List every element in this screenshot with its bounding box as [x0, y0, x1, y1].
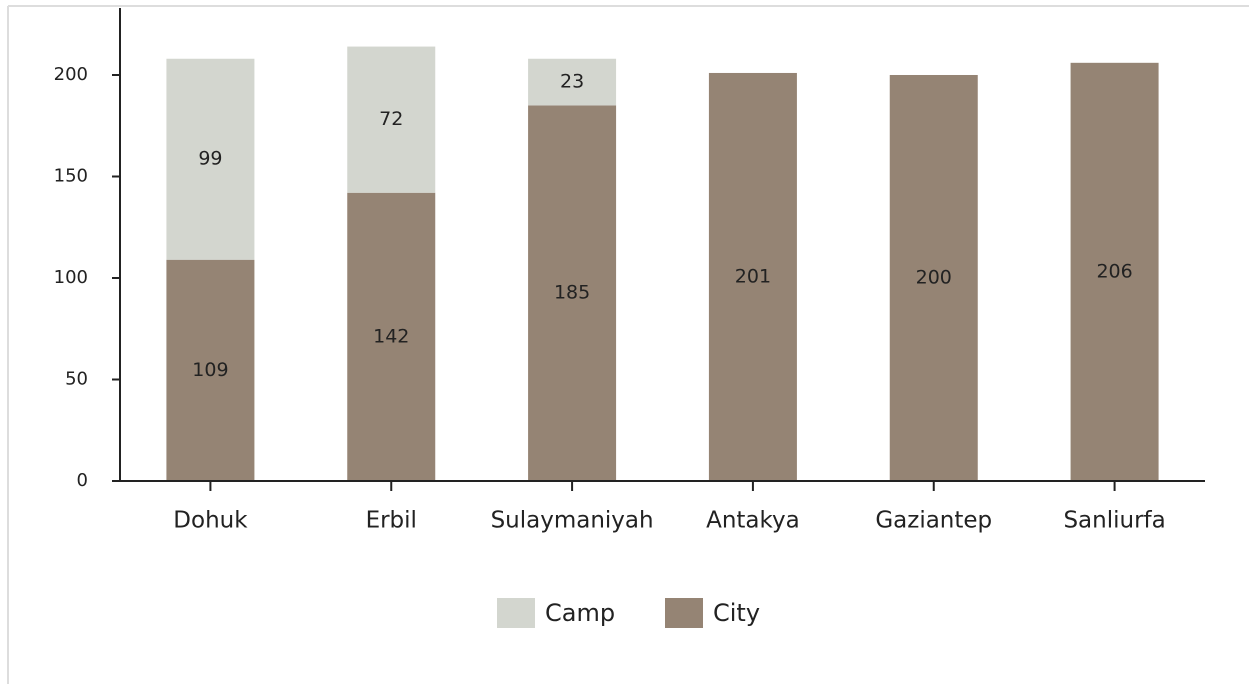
x-tick-label: Sulaymaniyah: [491, 508, 654, 534]
y-tick-label: 100: [54, 267, 88, 288]
bar-segment: [528, 105, 617, 481]
legend-label: City: [713, 599, 760, 627]
data-label: 72: [379, 108, 403, 130]
legend-swatch: [497, 598, 535, 628]
data-label: 99: [198, 148, 222, 170]
bar-segment: [708, 72, 797, 482]
bar-segment: [347, 46, 436, 193]
x-tick-label: Antakya: [706, 508, 800, 534]
bar-segment: [166, 259, 255, 481]
x-tick-label: Sanliurfa: [1063, 508, 1165, 534]
bar-segment: [528, 58, 617, 106]
x-tick-label: Dohuk: [173, 508, 248, 534]
data-label: 201: [735, 265, 771, 287]
y-tick-label: 200: [54, 64, 88, 85]
bar-segment: [889, 74, 978, 481]
data-label: 23: [560, 71, 584, 93]
bar-segment: [1070, 62, 1159, 481]
x-tick-label: Gaziantep: [875, 508, 992, 534]
data-label: 109: [192, 359, 228, 381]
x-tick-label: Erbil: [366, 508, 417, 534]
legend-swatch: [665, 598, 703, 628]
data-label: 206: [1096, 260, 1132, 282]
bar-segment: [166, 58, 255, 260]
bar-segment: [347, 192, 436, 482]
data-label: 142: [373, 325, 409, 347]
y-tick-label: 0: [77, 470, 88, 491]
y-tick-label: 50: [65, 368, 88, 389]
legend-label: Camp: [545, 599, 615, 627]
data-label: 200: [916, 266, 952, 288]
y-tick-label: 150: [54, 165, 88, 186]
data-label: 185: [554, 282, 590, 304]
